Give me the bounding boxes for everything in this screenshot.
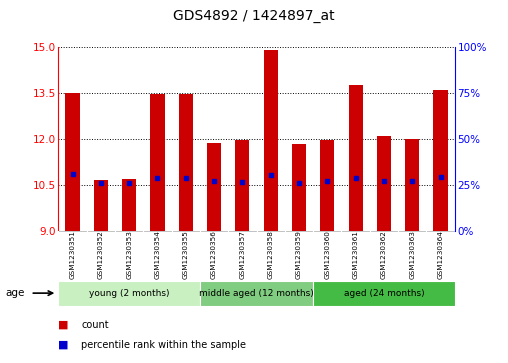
Text: GSM1230362: GSM1230362 bbox=[381, 231, 387, 280]
Text: GSM1230352: GSM1230352 bbox=[98, 231, 104, 280]
Text: age: age bbox=[5, 288, 24, 298]
Bar bbox=[405, 139, 419, 231]
Text: GSM1230355: GSM1230355 bbox=[183, 231, 189, 280]
Text: count: count bbox=[81, 320, 109, 330]
FancyBboxPatch shape bbox=[200, 281, 313, 306]
Text: GDS4892 / 1424897_at: GDS4892 / 1424897_at bbox=[173, 9, 335, 23]
Bar bbox=[207, 143, 221, 231]
Text: percentile rank within the sample: percentile rank within the sample bbox=[81, 340, 246, 350]
Text: GSM1230363: GSM1230363 bbox=[409, 231, 415, 280]
Bar bbox=[235, 140, 249, 231]
Bar bbox=[150, 94, 165, 231]
Text: ■: ■ bbox=[58, 320, 69, 330]
Text: GSM1230361: GSM1230361 bbox=[353, 231, 359, 280]
Text: GSM1230354: GSM1230354 bbox=[154, 231, 161, 280]
Text: GSM1230360: GSM1230360 bbox=[324, 231, 330, 280]
Bar bbox=[122, 179, 136, 231]
Text: GSM1230364: GSM1230364 bbox=[437, 231, 443, 280]
Text: GSM1230353: GSM1230353 bbox=[126, 231, 132, 280]
Text: GSM1230356: GSM1230356 bbox=[211, 231, 217, 280]
Bar bbox=[179, 94, 193, 231]
Text: ■: ■ bbox=[58, 340, 69, 350]
Bar bbox=[348, 85, 363, 231]
Bar bbox=[66, 93, 80, 231]
Bar bbox=[94, 180, 108, 231]
Bar bbox=[433, 90, 448, 231]
Text: aged (24 months): aged (24 months) bbox=[343, 289, 424, 298]
Bar bbox=[377, 136, 391, 231]
Text: GSM1230359: GSM1230359 bbox=[296, 231, 302, 280]
Bar bbox=[320, 140, 334, 231]
FancyBboxPatch shape bbox=[58, 281, 200, 306]
FancyBboxPatch shape bbox=[313, 281, 455, 306]
Text: GSM1230351: GSM1230351 bbox=[70, 231, 76, 280]
Bar bbox=[292, 144, 306, 231]
Text: middle aged (12 months): middle aged (12 months) bbox=[199, 289, 314, 298]
Text: GSM1230357: GSM1230357 bbox=[239, 231, 245, 280]
Text: GSM1230358: GSM1230358 bbox=[268, 231, 274, 280]
Text: young (2 months): young (2 months) bbox=[89, 289, 170, 298]
Bar bbox=[264, 50, 278, 231]
